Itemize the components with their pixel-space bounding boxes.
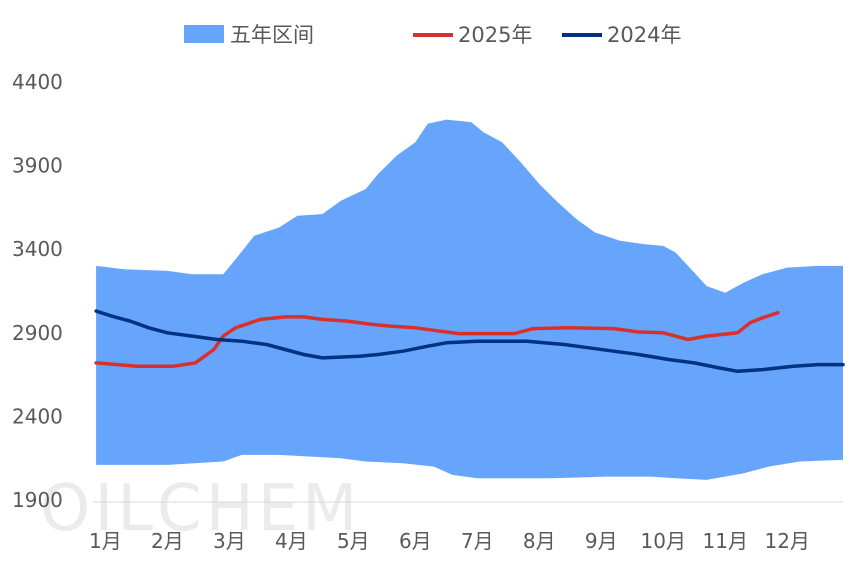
x-tick-label: 5月 [337, 529, 370, 553]
x-tick-label: 8月 [523, 529, 556, 553]
x-tick-label: 6月 [399, 529, 432, 553]
y-tick-label: 4400 [12, 70, 63, 94]
legend-label-2025: 2025年 [458, 23, 532, 47]
y-tick-label: 1900 [12, 488, 63, 512]
x-tick-label: 12月 [764, 529, 809, 553]
x-tick-label: 2月 [151, 529, 184, 553]
x-tick-label: 4月 [275, 529, 308, 553]
x-tick-label: 10月 [641, 529, 686, 553]
legend-swatch-band [184, 25, 224, 43]
x-tick-label: 9月 [585, 529, 618, 553]
y-axis: 1900 2400 2900 3400 3900 4400 [12, 70, 63, 512]
y-tick-label: 3400 [12, 237, 63, 261]
y-tick-label: 3900 [12, 154, 63, 178]
x-axis: 1月 2月 3月 4月 5月 6月 7月 8月 9月 10月 11月 12月 [89, 501, 843, 553]
y-tick-label: 2900 [12, 321, 63, 345]
series-line-2024年 [94, 309, 845, 374]
legend-label-2024: 2024年 [607, 23, 681, 47]
y-tick-label: 2400 [12, 404, 63, 428]
band-area [96, 119, 844, 480]
legend-label-band: 五年区间 [230, 23, 314, 47]
x-tick-label: 7月 [461, 529, 494, 553]
x-tick-label: 3月 [213, 529, 246, 553]
x-tick-label: 1月 [89, 529, 122, 553]
x-tick-label: 11月 [703, 529, 748, 553]
series-line-2025年 [94, 310, 780, 368]
watermark-text: OILCHEM [40, 472, 361, 546]
legend: 五年区间 2025年 2024年 [184, 23, 681, 47]
plot-area: OILCHEM [40, 119, 845, 546]
